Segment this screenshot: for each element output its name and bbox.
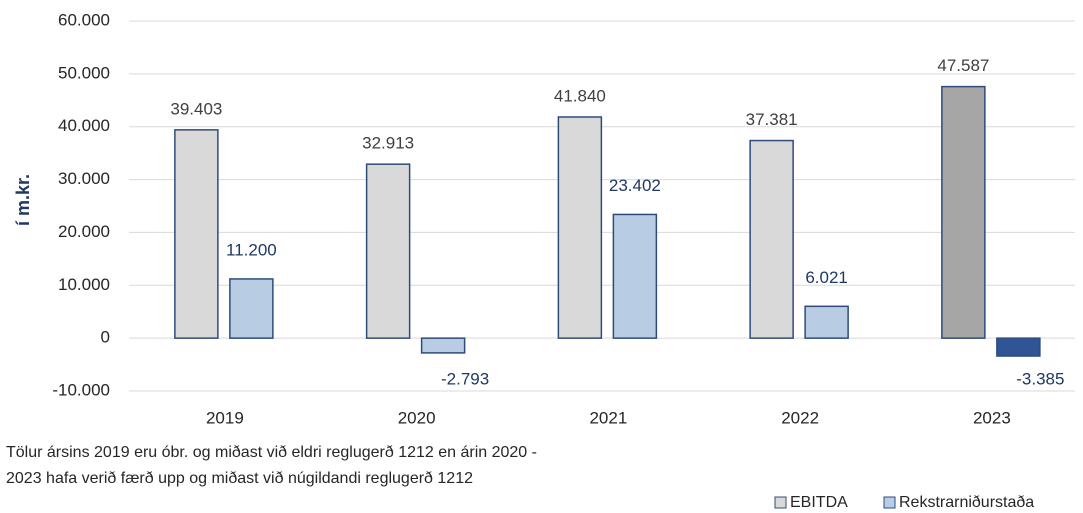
y-tick-label: 10.000: [58, 275, 110, 294]
data-label: 39.403: [170, 99, 222, 118]
legend-swatch: [883, 496, 896, 509]
data-label: 11.200: [226, 240, 277, 259]
x-tick-label: 2021: [589, 408, 627, 427]
y-tick-label: 0: [101, 328, 110, 347]
bar: [557, 116, 603, 339]
data-label: 37.381: [746, 110, 798, 129]
bar: [996, 337, 1041, 357]
data-label: -3.385: [1016, 370, 1064, 389]
x-tick-label: 2022: [781, 408, 819, 427]
x-tick-label: 2023: [973, 408, 1011, 427]
bar: [174, 129, 219, 339]
data-label: 23.402: [609, 176, 661, 195]
bar: [229, 278, 274, 339]
bar: [365, 163, 411, 339]
legend-label: EBITDA: [790, 494, 848, 511]
data-label: 6.021: [805, 268, 848, 287]
bar: [804, 305, 849, 339]
data-label: 32.913: [362, 134, 414, 153]
legend-swatch: [774, 496, 787, 509]
bar: [612, 213, 658, 339]
bar: [749, 139, 794, 339]
legend-label: Rekstrarniðurstaða: [899, 494, 1034, 511]
y-tick-label: -10.000: [52, 380, 110, 399]
y-tick-label: 50.000: [58, 63, 110, 82]
data-label: -2.793: [441, 370, 489, 389]
y-axis-title: í m.kr.: [13, 174, 33, 226]
data-label: 47.587: [937, 56, 989, 75]
note: Tölur ársins 2019 eru óbr. og miðast við…: [6, 444, 537, 461]
y-tick-label: 20.000: [58, 222, 110, 241]
y-tick-label: 40.000: [58, 116, 110, 135]
y-tick-label: 30.000: [58, 169, 110, 188]
note: 2023 hafa verið færð upp og miðast við n…: [6, 470, 473, 487]
data-label: 41.840: [554, 86, 606, 105]
y-tick-label: 60.000: [58, 10, 110, 29]
x-tick-label: 2019: [206, 408, 244, 427]
bar: [941, 85, 986, 339]
bar: [420, 337, 466, 354]
x-tick-label: 2020: [398, 408, 436, 427]
